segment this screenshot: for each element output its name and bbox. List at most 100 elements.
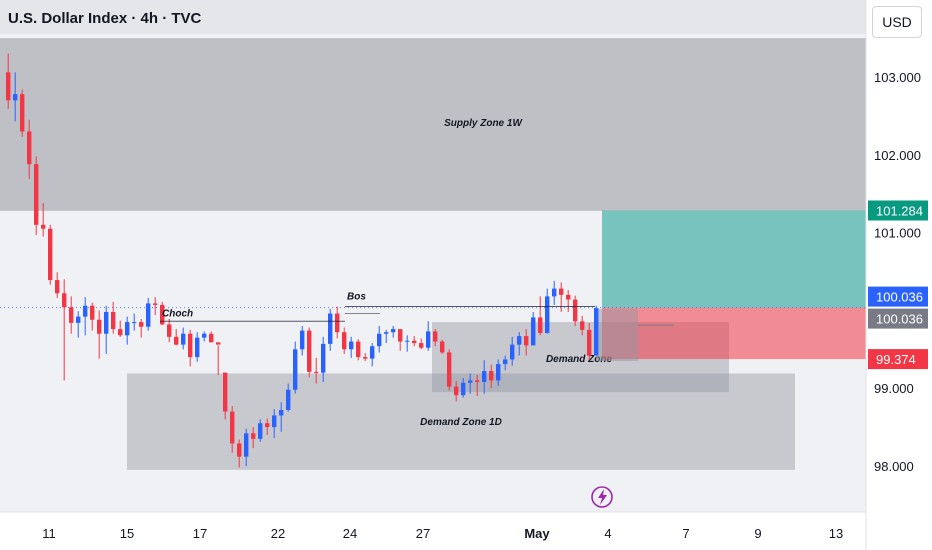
candle-body — [475, 380, 480, 382]
x-tick-label: 17 — [193, 526, 207, 541]
candle-body — [356, 341, 361, 358]
y-tick-label: 103.000 — [874, 70, 921, 85]
candle-body — [202, 333, 207, 338]
price-badge-stop — [868, 349, 928, 370]
candle-body — [97, 319, 102, 334]
price-badge-label: 100.036 — [876, 312, 923, 327]
candle-body — [559, 288, 564, 295]
price-badge-label: 101.284 — [876, 204, 923, 219]
candle-body — [412, 340, 417, 344]
candle-body — [447, 352, 452, 387]
candle-body — [209, 333, 214, 343]
candle-body — [195, 337, 200, 358]
candle-body — [188, 333, 193, 358]
candle-body — [83, 305, 88, 317]
candle-body — [139, 322, 144, 327]
candle-body — [524, 336, 529, 346]
x-tick-label: 4 — [604, 526, 611, 541]
candle-body — [531, 317, 536, 346]
candle-body — [314, 371, 319, 373]
candle-body — [426, 331, 431, 348]
candle-body — [6, 72, 11, 101]
candle-body — [573, 299, 578, 322]
candle-body — [237, 443, 242, 457]
price-badge-label: 100.036 — [876, 290, 923, 305]
x-tick-label: 15 — [120, 526, 134, 541]
candle-body — [342, 332, 347, 350]
candle-body — [552, 288, 557, 297]
candle-body — [69, 307, 74, 323]
chart-title: U.S. Dollar Index · 4h · TVC — [8, 10, 202, 27]
candle-body — [132, 322, 137, 324]
candle-body — [580, 321, 585, 330]
candle-body — [482, 371, 487, 382]
candle-body — [433, 331, 438, 342]
candle-body — [13, 94, 18, 101]
x-tick-label: 24 — [343, 526, 357, 541]
candle-body — [391, 329, 396, 333]
candle-body — [90, 305, 95, 320]
demand-zone-1d-label: Demand Zone 1D — [420, 417, 502, 428]
candle-body — [48, 228, 53, 281]
candle-body — [328, 313, 333, 344]
candle-body — [111, 311, 116, 330]
candle-body — [153, 303, 158, 305]
candle-body — [174, 336, 179, 345]
candle-body — [363, 357, 368, 359]
candle-body — [258, 423, 263, 439]
zone-0 — [0, 38, 866, 211]
candle-body — [398, 329, 403, 342]
entry-marker-box — [596, 308, 638, 361]
candle-body — [468, 380, 473, 383]
x-tick-label: May — [524, 526, 550, 541]
candle-body — [307, 330, 312, 372]
candle-body — [62, 293, 67, 308]
candle-body — [265, 423, 270, 428]
candle-body — [41, 224, 46, 229]
x-tick-label: 27 — [416, 526, 430, 541]
y-tick-label: 98.000 — [874, 459, 914, 474]
candle-body — [538, 317, 543, 333]
demand-zone-label: Demand Zone — [546, 354, 613, 365]
price-badge-line — [868, 308, 928, 329]
candle-body — [405, 340, 410, 342]
y-tick-label: 102.000 — [874, 148, 921, 163]
candle-body — [384, 332, 389, 334]
candle-body — [167, 324, 172, 337]
candle-body — [76, 316, 81, 323]
candle-body — [146, 303, 151, 327]
candle-body — [34, 164, 39, 225]
candle-body — [55, 280, 60, 294]
candle-body — [566, 294, 571, 300]
price-badge-current — [868, 286, 928, 307]
candle-body — [594, 308, 599, 356]
choch-label: Choch — [162, 309, 193, 320]
candle-body — [321, 343, 326, 373]
candle-body — [230, 411, 235, 444]
supply-zone-label: Supply Zone 1W — [444, 118, 523, 129]
candle-body — [489, 371, 494, 381]
currency-button[interactable]: USD — [872, 6, 922, 38]
y-tick-label: 101.000 — [874, 226, 921, 241]
lightning-icon — [591, 486, 613, 508]
candle-body — [272, 415, 277, 428]
candle-body — [216, 342, 221, 345]
candle-body — [335, 313, 340, 333]
price-axis — [866, 0, 932, 550]
candle-body — [461, 382, 466, 396]
bos-label: Bos — [347, 292, 366, 303]
candle-body — [181, 333, 186, 345]
x-tick-label: 7 — [682, 526, 689, 541]
candle-body — [27, 131, 32, 165]
candle-body — [160, 304, 165, 325]
stop-zone — [602, 307, 866, 360]
candle-body — [419, 343, 424, 348]
price-badge-target — [868, 200, 928, 221]
candle-body — [517, 336, 522, 345]
candle-body — [104, 311, 109, 334]
candle-body — [454, 386, 459, 396]
candle-body — [496, 364, 501, 381]
lightning-bolt-icon — [598, 489, 607, 505]
